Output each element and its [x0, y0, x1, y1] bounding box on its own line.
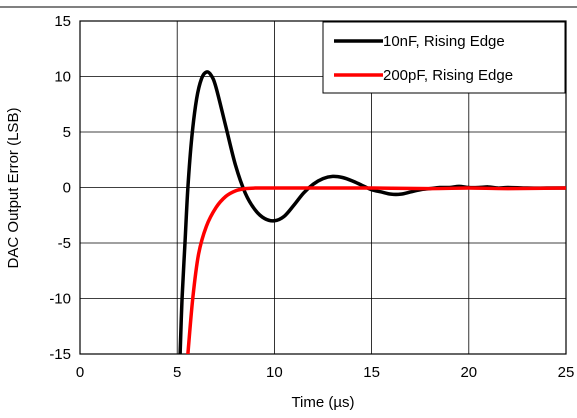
x-tick-label: 25 — [558, 364, 575, 381]
x-tick-label: 20 — [460, 364, 477, 381]
series-line-200pf — [186, 186, 566, 354]
y-tick-label: 5 — [63, 124, 71, 141]
x-tick-label: 15 — [363, 364, 380, 381]
x-tick-label: 5 — [173, 364, 181, 381]
y-tick-label: 0 — [63, 180, 71, 197]
legend: 10nF, Rising Edge 200pF, Rising Edge — [322, 21, 566, 94]
y-tick-labels: -15 -10 -5 0 5 10 15 — [49, 13, 71, 363]
y-tick-label: 15 — [54, 13, 71, 30]
x-tick-label: 0 — [76, 364, 84, 381]
legend-label-10nf: 10nF, Rising Edge — [383, 33, 505, 50]
y-tick-label: -5 — [58, 235, 71, 252]
legend-box — [322, 21, 566, 94]
y-axis-label: DAC Output Error (LSB) — [5, 108, 22, 269]
y-tick-label: -10 — [49, 291, 71, 308]
x-tick-label: 10 — [266, 364, 283, 381]
series-lines — [178, 70, 566, 354]
x-tick-labels: 0 5 10 15 20 25 — [76, 364, 575, 381]
y-tick-label: 10 — [54, 69, 71, 86]
legend-label-200pf: 200pF, Rising Edge — [383, 67, 513, 84]
series-line-10nf — [178, 70, 566, 354]
x-axis-label: Time (µs) — [291, 394, 354, 411]
y-tick-label: -15 — [49, 346, 71, 363]
